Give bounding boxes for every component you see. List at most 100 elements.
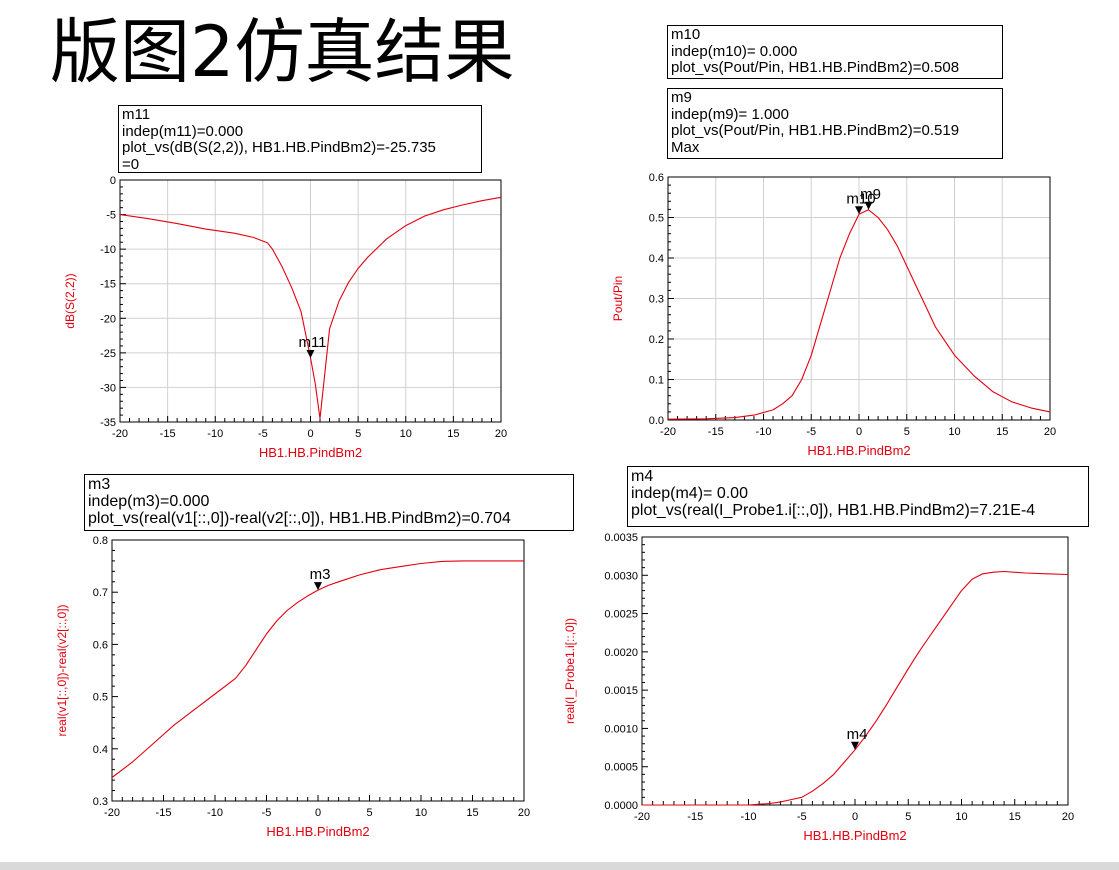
y-tick-label: 0.3 <box>93 796 108 808</box>
y-tick-label: 0.0000 <box>604 800 638 812</box>
x-tick-label: 10 <box>955 811 967 823</box>
y-tick-label: 0.0030 <box>604 570 638 582</box>
x-axis-label: HB1.HB.PindBm2 <box>259 445 362 460</box>
x-axis-label: HB1.HB.PindBm2 <box>803 828 906 843</box>
marker-value: plot_vs(real(I_Probe1.i[::,0]), HB1.HB.P… <box>631 502 1036 519</box>
series-line <box>667 209 1051 420</box>
y-axis-label: dB(S(2,2)) <box>63 273 77 328</box>
x-tick-label: -10 <box>207 428 223 440</box>
y-tick-label: 0.0010 <box>604 723 638 735</box>
marker-indep: indep(m9)= 1.000 <box>671 105 789 123</box>
y-tick-label: 0.2 <box>649 334 664 346</box>
marker-box-m3[interactable]: m3 indep(m3)=0.000 plot_vs(real(v1[::,0]… <box>84 474 574 531</box>
x-tick-label: 10 <box>948 426 960 438</box>
x-tick-label: 20 <box>518 807 530 819</box>
y-tick-label: -30 <box>100 382 116 394</box>
x-tick-label: 0 <box>856 426 862 438</box>
y-axis-label: Pout/Pin <box>611 276 625 321</box>
y-tick-label: 0.4 <box>93 744 108 756</box>
marker-value: plot_vs(Pout/Pin, HB1.HB.PindBm2)=0.519 <box>671 122 960 139</box>
series-line <box>119 196 502 420</box>
x-tick-label: -15 <box>160 428 176 440</box>
x-tick-label: -15 <box>708 426 724 438</box>
marker-triangle <box>855 206 863 215</box>
x-tick-label: -20 <box>634 811 650 823</box>
x-tick-label: -20 <box>660 426 676 438</box>
x-tick-label: 20 <box>495 428 507 440</box>
marker-indep: indep(m3)=0.000 <box>88 493 210 510</box>
y-tick-label: 0.7 <box>93 587 108 599</box>
x-tick-label: 15 <box>1009 811 1021 823</box>
y-tick-label: -5 <box>106 210 116 222</box>
y-tick-label: 0.0005 <box>604 762 638 774</box>
y-tick-label: 0.0 <box>649 415 664 427</box>
marker-triangle <box>314 582 322 591</box>
x-tick-label: -10 <box>207 807 223 819</box>
marker-name: m3 <box>88 476 111 493</box>
x-axis-label: HB1.HB.PindBm2 <box>266 824 369 839</box>
marker-name: m9 <box>671 89 692 106</box>
marker-label: m9 <box>860 186 881 203</box>
marker-box-m10[interactable]: m10 indep(m10)= 0.000 plot_vs(Pout/Pin, … <box>667 25 1003 79</box>
x-tick-label: -10 <box>741 811 757 823</box>
y-tick-label: -25 <box>100 348 116 360</box>
y-tick-label: 0.0035 <box>604 532 638 544</box>
marker-name: m11 <box>122 106 151 123</box>
x-tick-label: 5 <box>366 807 372 819</box>
y-axis-label: real(I_Probe1.i[::,0]) <box>563 618 577 724</box>
marker-indep: indep(m10)= 0.000 <box>671 42 798 60</box>
marker-indep: indep(m11)=0.000 <box>122 122 244 140</box>
window-bottom-strip <box>0 862 1119 870</box>
x-tick-label: 20 <box>1062 811 1074 823</box>
x-tick-label: 5 <box>355 428 361 440</box>
y-tick-label: 0.5 <box>93 692 108 704</box>
x-tick-label: -5 <box>797 811 807 823</box>
series-line <box>111 560 524 778</box>
marker-triangle <box>864 201 873 210</box>
marker-triangle <box>851 741 859 750</box>
x-tick-label: -15 <box>687 811 703 823</box>
x-tick-label: -20 <box>112 428 128 440</box>
y-tick-label: 0.3 <box>649 294 664 306</box>
y-tick-label: 0 <box>110 175 116 187</box>
y-tick-label: 0.0015 <box>604 685 638 697</box>
marker-extra: Max <box>671 138 700 156</box>
y-tick-label: 0.1 <box>649 375 664 387</box>
x-tick-label: 10 <box>415 807 427 819</box>
x-tick-label: 15 <box>996 426 1008 438</box>
y-tick-label: 0.0025 <box>604 609 638 621</box>
x-tick-label: -5 <box>258 428 268 440</box>
x-tick-label: -20 <box>104 807 120 819</box>
y-tick-label: -20 <box>100 313 116 325</box>
y-tick-label: 0.4 <box>649 253 664 265</box>
x-tick-label: 5 <box>904 426 910 438</box>
x-tick-label: 5 <box>905 811 911 823</box>
series-line <box>642 570 1069 806</box>
y-tick-label: 0.8 <box>93 535 108 547</box>
y-tick-label: -35 <box>100 417 116 429</box>
y-tick-label: 0.6 <box>93 639 108 651</box>
page-title: 版图2仿真结果 <box>50 11 515 93</box>
marker-box-m9[interactable]: m9 indep(m9)= 1.000 plot_vs(Pout/Pin, HB… <box>667 88 1003 159</box>
x-tick-label: 15 <box>447 428 459 440</box>
x-tick-label: -15 <box>156 807 172 819</box>
marker-value: plot_vs(Pout/Pin, HB1.HB.PindBm2)=0.508 <box>671 59 960 76</box>
marker-label: m4 <box>847 726 868 743</box>
plot-frame <box>641 536 1069 806</box>
marker-box-m11[interactable]: m11 indep(m11)=0.000 plot_vs(dB(S(2,2)),… <box>118 105 482 173</box>
marker-indep: indep(m4)= 0.00 <box>631 485 748 502</box>
y-tick-label: 0.6 <box>649 172 664 184</box>
marker-triangle <box>306 349 315 358</box>
marker-box-m4[interactable]: m4 indep(m4)= 0.00 plot_vs(real(I_Probe1… <box>627 466 1089 527</box>
marker-name: m10 <box>671 26 701 43</box>
x-tick-label: 0 <box>307 428 313 440</box>
y-axis-label: real(v1[::,0])-real(v2[::,0]) <box>55 604 69 736</box>
marker-value: plot_vs(dB(S(2,2)), HB1.HB.PindBm2)=-25.… <box>122 139 436 156</box>
marker-label: m3 <box>310 566 331 583</box>
marker-extra: =0 <box>122 155 140 173</box>
marker-value: plot_vs(real(v1[::,0])-real(v2[::,0]), H… <box>88 510 511 527</box>
